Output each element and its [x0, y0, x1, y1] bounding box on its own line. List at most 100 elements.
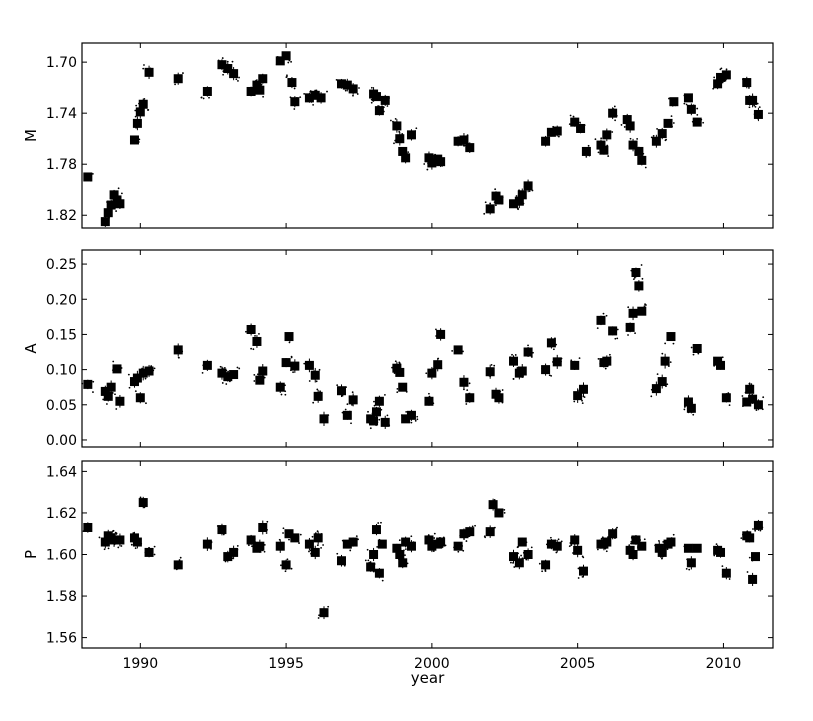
data-point [570, 360, 580, 370]
data-point [135, 107, 145, 117]
data-point [398, 146, 408, 156]
sample-dot [683, 102, 686, 105]
data-point [319, 414, 329, 424]
data-point [608, 108, 618, 118]
sample-dot [718, 359, 721, 362]
sample-dot [351, 391, 354, 394]
sample-dot [384, 394, 386, 396]
sample-dot [410, 421, 413, 424]
sample-dot [434, 154, 437, 156]
sample-dot [309, 91, 312, 93]
y-tick-label: 1.70 [46, 55, 77, 71]
data-point [657, 377, 667, 387]
data-point [602, 537, 612, 547]
sample-dot [756, 102, 759, 105]
sample-dot [336, 384, 339, 387]
sample-dot [577, 577, 580, 579]
y-tick-label: 1.78 [46, 157, 77, 173]
data-point [202, 86, 212, 96]
sample-dot [265, 532, 268, 534]
data-point [552, 541, 562, 551]
panel-frame [81, 460, 774, 649]
data-point [596, 315, 606, 325]
sample-dot [308, 380, 311, 382]
sample-dot [762, 396, 765, 399]
data-point [453, 541, 463, 551]
data-point [570, 117, 580, 127]
sample-dot [656, 373, 659, 375]
sample-dot [144, 377, 147, 380]
sample-dot [748, 106, 751, 109]
sample-dot [231, 60, 234, 63]
sample-dot [288, 538, 290, 541]
sample-dot [753, 104, 756, 107]
sample-dot [135, 104, 138, 107]
data-point [748, 95, 758, 105]
data-point [202, 539, 212, 549]
sample-dot [633, 276, 636, 279]
sample-dot [713, 550, 716, 553]
data-point [144, 366, 154, 376]
sample-dot [102, 398, 105, 401]
data-point [573, 391, 583, 401]
sample-dot [312, 401, 315, 404]
sample-dot [513, 566, 516, 568]
data-point [109, 190, 119, 200]
sample-dot [237, 80, 239, 82]
data-point [465, 143, 475, 153]
data-point [275, 382, 285, 392]
sample-dot [683, 408, 686, 411]
data-point [742, 397, 752, 407]
sample-dot [667, 365, 670, 368]
sample-dot [614, 337, 617, 340]
data-point [374, 568, 384, 578]
sample-dot [623, 126, 626, 128]
panel-a: 0.00 0.05 0.10 0.15 0.20 0.25 A [22, 249, 774, 449]
sample-dot [650, 395, 653, 398]
data-point [692, 543, 702, 553]
sample-dot [393, 368, 396, 371]
sample-dot [570, 359, 573, 362]
sample-dot [115, 210, 118, 212]
data-point [666, 537, 676, 547]
data-point [217, 60, 227, 70]
sample-dot [433, 537, 436, 539]
sample-dot [153, 545, 156, 548]
data-point [100, 386, 110, 396]
data-point [683, 543, 693, 553]
y-tick-label: 0.15 [46, 327, 77, 343]
sample-dot [111, 392, 114, 394]
sample-dot [515, 195, 518, 197]
data-point [599, 145, 609, 155]
data-point [255, 375, 265, 385]
data-point [742, 78, 752, 88]
sample-dot [600, 537, 603, 540]
sample-dot [367, 410, 369, 413]
data-point [366, 562, 376, 572]
sample-dot [139, 377, 142, 380]
data-point [229, 547, 239, 557]
data-point [751, 552, 761, 562]
x-tick-label: 2000 [414, 656, 450, 672]
sample-dot [343, 564, 346, 567]
sample-dot [613, 105, 616, 108]
data-point [83, 172, 93, 182]
data-point [721, 393, 731, 403]
data-point [371, 525, 381, 535]
data-point [348, 84, 358, 94]
sample-dot [525, 558, 528, 561]
sample-dot [378, 408, 381, 410]
sample-dot [153, 367, 156, 370]
sample-dot [114, 393, 116, 396]
data-point [406, 541, 416, 551]
data-point [748, 394, 758, 404]
data-point [310, 547, 320, 557]
data-point [552, 357, 562, 367]
sample-dot [596, 548, 599, 551]
data-point [132, 537, 142, 547]
data-point [514, 196, 524, 206]
sample-dot [107, 547, 110, 550]
sample-dot [484, 201, 487, 204]
data-point [401, 414, 411, 424]
